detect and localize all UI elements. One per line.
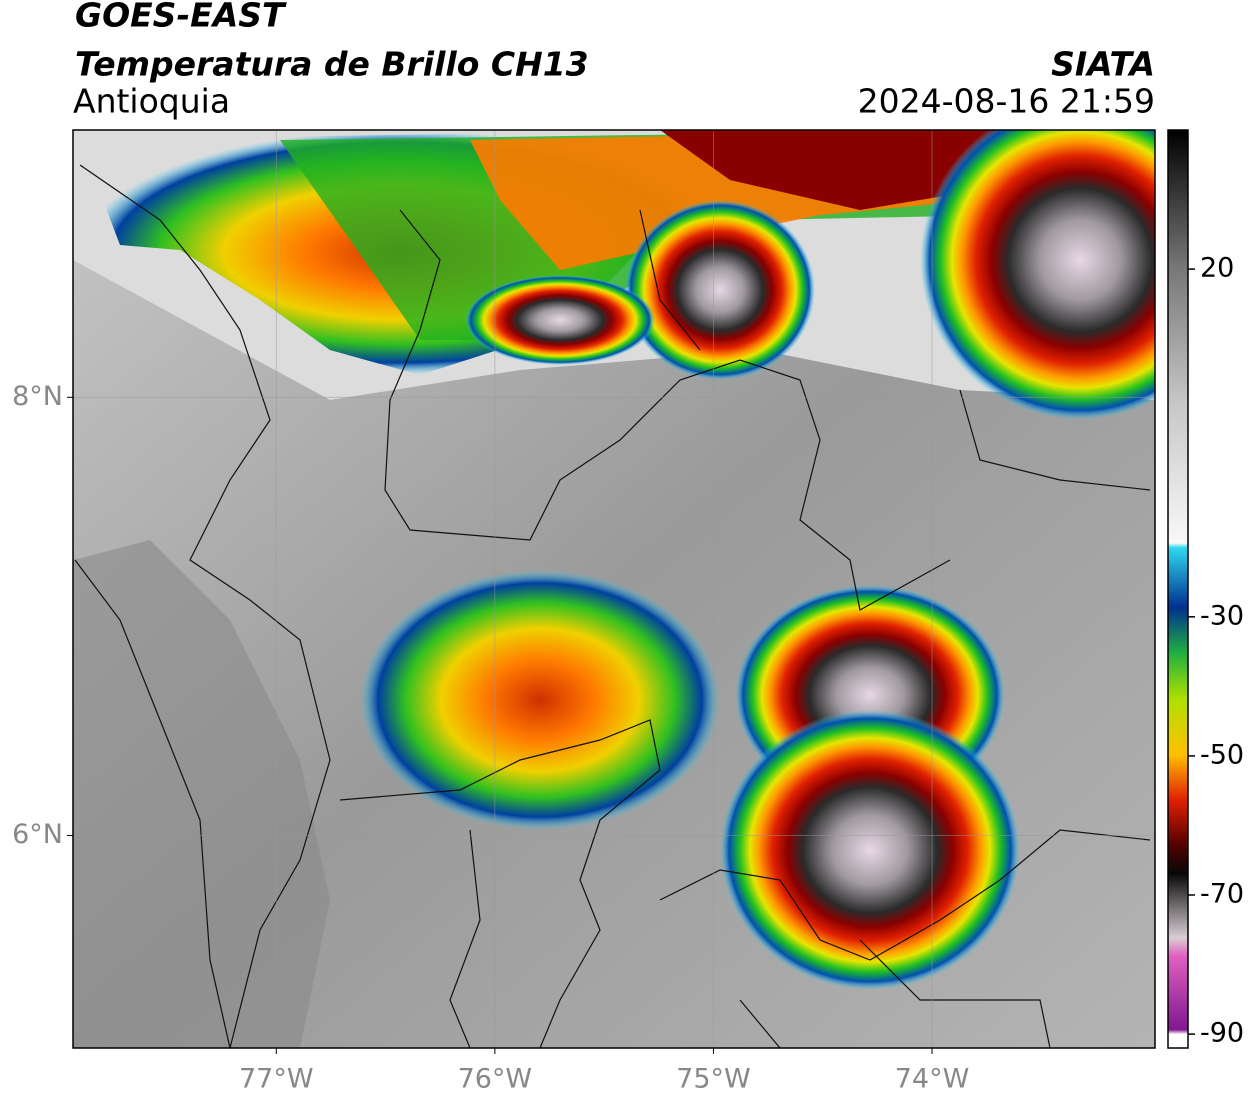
storm-cell [920, 130, 1155, 420]
title: GOES-EAST [75, 0, 287, 35]
map-frame [72, 129, 1156, 1049]
colorbar-tick-label: 20 [1200, 253, 1234, 284]
storm-cell [720, 710, 1020, 990]
x-tick-label: 75°W [676, 1064, 751, 1095]
colorbar-tick-label: -70 [1200, 879, 1244, 910]
colorbar-tick-label: -90 [1200, 1018, 1244, 1049]
storm-cell [360, 570, 720, 830]
cloud-band-cold [660, 130, 1000, 210]
storm-cell [625, 200, 815, 380]
x-tick-label: 76°W [458, 1064, 533, 1095]
storm-cell [465, 275, 655, 365]
colorbar-tick-label: -30 [1200, 600, 1244, 631]
timestamp: 2024-08-16 21:59 [858, 82, 1155, 121]
y-tick-label: 8°N [12, 381, 63, 412]
source: SIATA [1051, 45, 1155, 84]
grid [73, 130, 1155, 1048]
x-tick-label: 77°W [239, 1064, 314, 1095]
y-tick-label: 6°N [12, 819, 63, 850]
subtitle: Temperatura de Brillo CH13 [75, 45, 589, 84]
borders [74, 164, 1151, 1048]
region: Antioquia [73, 82, 230, 121]
map-imagery [73, 130, 1155, 1048]
colorbar [1167, 129, 1189, 1049]
x-tick-label: 74°W [895, 1064, 970, 1095]
colorbar-tick-label: -50 [1200, 739, 1244, 770]
